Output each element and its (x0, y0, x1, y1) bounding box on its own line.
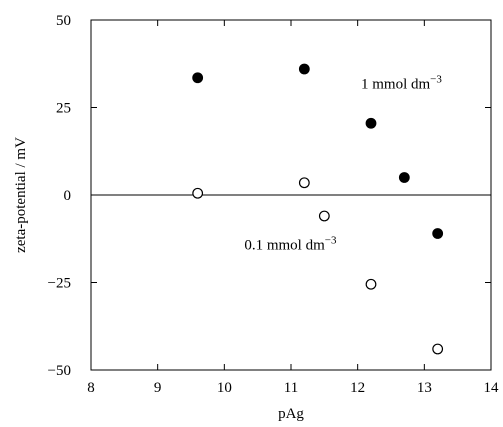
x-tick-label: 14 (484, 380, 500, 396)
y-tick-label: 50 (56, 13, 71, 29)
y-tick-label: 25 (56, 101, 71, 117)
x-tick-label: 13 (417, 380, 432, 396)
x-tick-label: 10 (217, 380, 232, 396)
y-tick-label: −25 (48, 276, 71, 292)
open-data-point (365, 278, 377, 290)
y-tick-label: −50 (48, 363, 71, 379)
series-annotation: 0.1 mmol dm−3 (244, 234, 337, 253)
y-tick-label: 0 (64, 188, 72, 204)
filled-data-point (298, 63, 310, 75)
filled-data-point (398, 172, 410, 183)
open-data-point (318, 210, 330, 222)
filled-data-point (432, 228, 444, 239)
x-tick-label: 8 (87, 380, 95, 396)
x-axis-ticks: 8 9 10 11 12 13 14 (87, 20, 499, 396)
filled-data-point (192, 72, 204, 84)
open-data-point (192, 187, 204, 199)
x-tick-label: 12 (350, 380, 365, 396)
open-data-point (432, 343, 444, 355)
x-tick-label: 11 (284, 380, 298, 396)
y-axis-label: zeta-potential / mV (13, 137, 29, 253)
y-axis-ticks: −50 −25 0 25 50 (48, 13, 491, 379)
x-tick-label: 9 (154, 380, 162, 396)
series-annotation: 1 mmol dm−3 (361, 73, 442, 92)
series-annotations: 1 mmol dm−3 0.1 mmol dm−3 (244, 73, 442, 253)
open-data-point (298, 177, 310, 189)
x-axis-label: pAg (278, 406, 304, 422)
data-points (192, 63, 444, 355)
filled-data-point (365, 117, 377, 129)
